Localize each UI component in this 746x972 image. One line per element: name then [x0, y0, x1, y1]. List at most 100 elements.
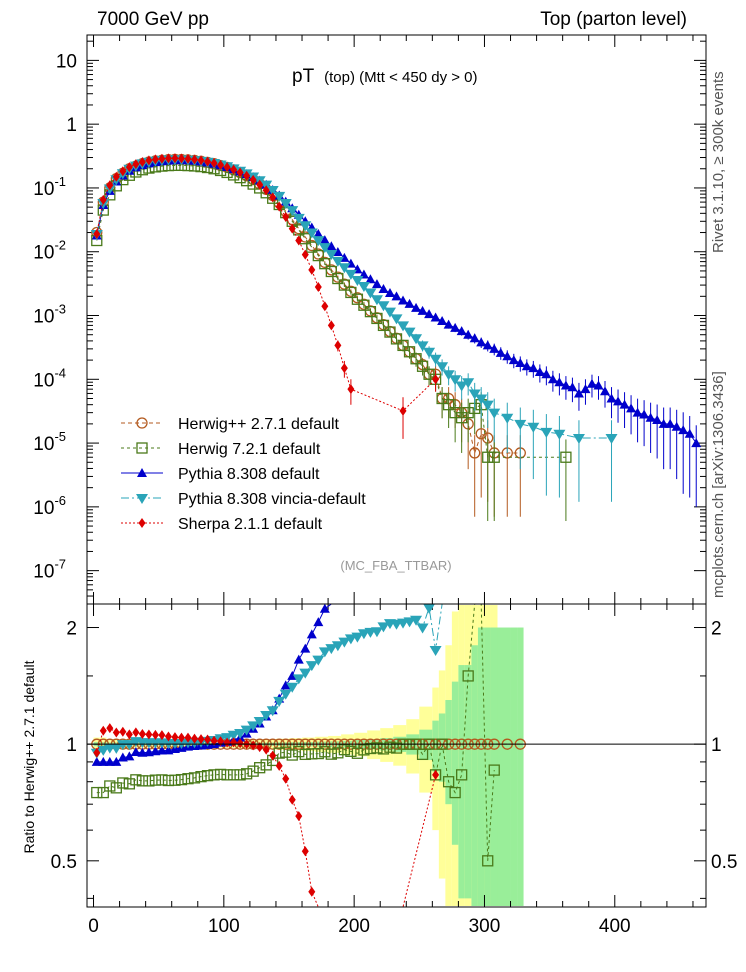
data-point: [132, 159, 140, 170]
ratio-point: [247, 765, 259, 777]
y-tick-exponent: -2: [54, 238, 66, 253]
data-point: [266, 185, 279, 196]
data-point: [378, 284, 389, 294]
ratio-point: [312, 747, 324, 760]
ratio-band-green: [438, 713, 446, 782]
ratio-band-green: [517, 627, 524, 906]
ratio-point: [308, 886, 316, 897]
data-point: [197, 155, 205, 166]
y-tick-label: 10-6: [33, 493, 66, 519]
ratio-point: [423, 603, 436, 614]
ratio-y-tick-label: 0.5: [51, 852, 77, 873]
ratio-y-tick-label-right: 0.5: [711, 852, 737, 873]
x-tick-label: 300: [469, 916, 501, 937]
data-point: [455, 381, 468, 392]
ratio-point: [488, 764, 500, 776]
ratio-point: [182, 773, 194, 785]
data-point: [312, 236, 325, 247]
data-point: [450, 322, 461, 332]
ratio-point: [371, 742, 383, 754]
ratio-point: [247, 721, 260, 732]
data-point: [495, 347, 506, 357]
ratio-point: [227, 730, 240, 741]
ratio-point: [410, 615, 423, 626]
data-point: [468, 389, 481, 400]
y-tick-label: 10-2: [33, 238, 66, 264]
data-point: [691, 438, 702, 448]
data-point: [475, 394, 488, 405]
x-tick-label: 400: [599, 916, 631, 937]
ratio-point: [442, 776, 455, 788]
ratio-point: [249, 740, 257, 751]
ratio-point: [210, 735, 218, 746]
data-point: [210, 158, 218, 169]
ratio-point: [223, 737, 231, 748]
data-point: [384, 288, 395, 298]
data-point: [345, 286, 357, 299]
data-point: [184, 153, 192, 164]
ratio-y-tick-labels: 0.5 0.5 1 1 2 2: [51, 619, 738, 873]
series-4: [93, 153, 440, 439]
ratio-point: [325, 748, 337, 760]
data-point: [273, 191, 286, 202]
data-point: [301, 249, 309, 260]
data-point: [138, 157, 146, 168]
legend-label: Herwig 7.2.1 default: [178, 441, 321, 458]
ratio-point: [99, 725, 107, 736]
data-point: [416, 360, 429, 372]
data-point: [177, 153, 185, 164]
data-point: [403, 346, 416, 358]
data-point: [573, 388, 584, 398]
data-point: [325, 265, 337, 278]
series-2: [91, 155, 702, 507]
data-point: [344, 269, 357, 280]
ratio-point: [195, 771, 207, 783]
ratio-point: [227, 769, 240, 781]
main-series-group: [90, 153, 702, 522]
ratio-point: [319, 746, 331, 758]
ratio-point: [106, 723, 114, 734]
data-point: [501, 413, 514, 424]
legend-marker: [137, 468, 147, 477]
data-point: [580, 384, 591, 394]
legend-label: Sherpa 2.1.1 default: [178, 516, 323, 533]
ratio-point: [319, 603, 330, 613]
data-point: [437, 316, 448, 326]
x-tick-labels: 0 100 200 300 400: [88, 916, 630, 937]
data-point: [164, 153, 172, 164]
data-point: [364, 305, 377, 318]
ratio-point: [97, 786, 109, 799]
data-point: [282, 212, 290, 223]
ratio-point: [123, 778, 136, 790]
ratio-point: [175, 773, 188, 786]
ratio-point: [125, 729, 133, 740]
data-point: [449, 375, 462, 386]
data-point: [586, 378, 597, 388]
data-point: [325, 250, 338, 261]
ratio-y-tick-label-right: 2: [711, 619, 722, 640]
ratio-band-green: [458, 665, 465, 899]
data-point: [423, 347, 436, 358]
ratio-band-green: [464, 665, 472, 899]
legend-entry: Herwig++ 2.7.1 default: [121, 416, 340, 433]
ratio-point: [313, 617, 324, 627]
ratio-point: [305, 661, 318, 672]
ratio-point: [312, 655, 325, 666]
data-point: [145, 155, 153, 166]
data-point: [321, 301, 329, 312]
data-point: [436, 362, 449, 373]
y-tick-label: 10-4: [33, 365, 66, 391]
ratio-point: [104, 780, 116, 792]
ratio-point: [93, 747, 101, 758]
main-axis-ticks: [87, 35, 706, 605]
data-point: [652, 415, 663, 425]
ratio-point: [325, 644, 338, 655]
data-point: [351, 276, 364, 287]
data-point: [383, 307, 396, 318]
legend-marker: [136, 442, 148, 454]
ratio-point: [293, 745, 305, 758]
ratio-point: [286, 682, 299, 693]
ratio-point: [138, 728, 146, 739]
ratio-point: [214, 768, 227, 781]
ratio-y-tick-label: 2: [66, 619, 77, 640]
